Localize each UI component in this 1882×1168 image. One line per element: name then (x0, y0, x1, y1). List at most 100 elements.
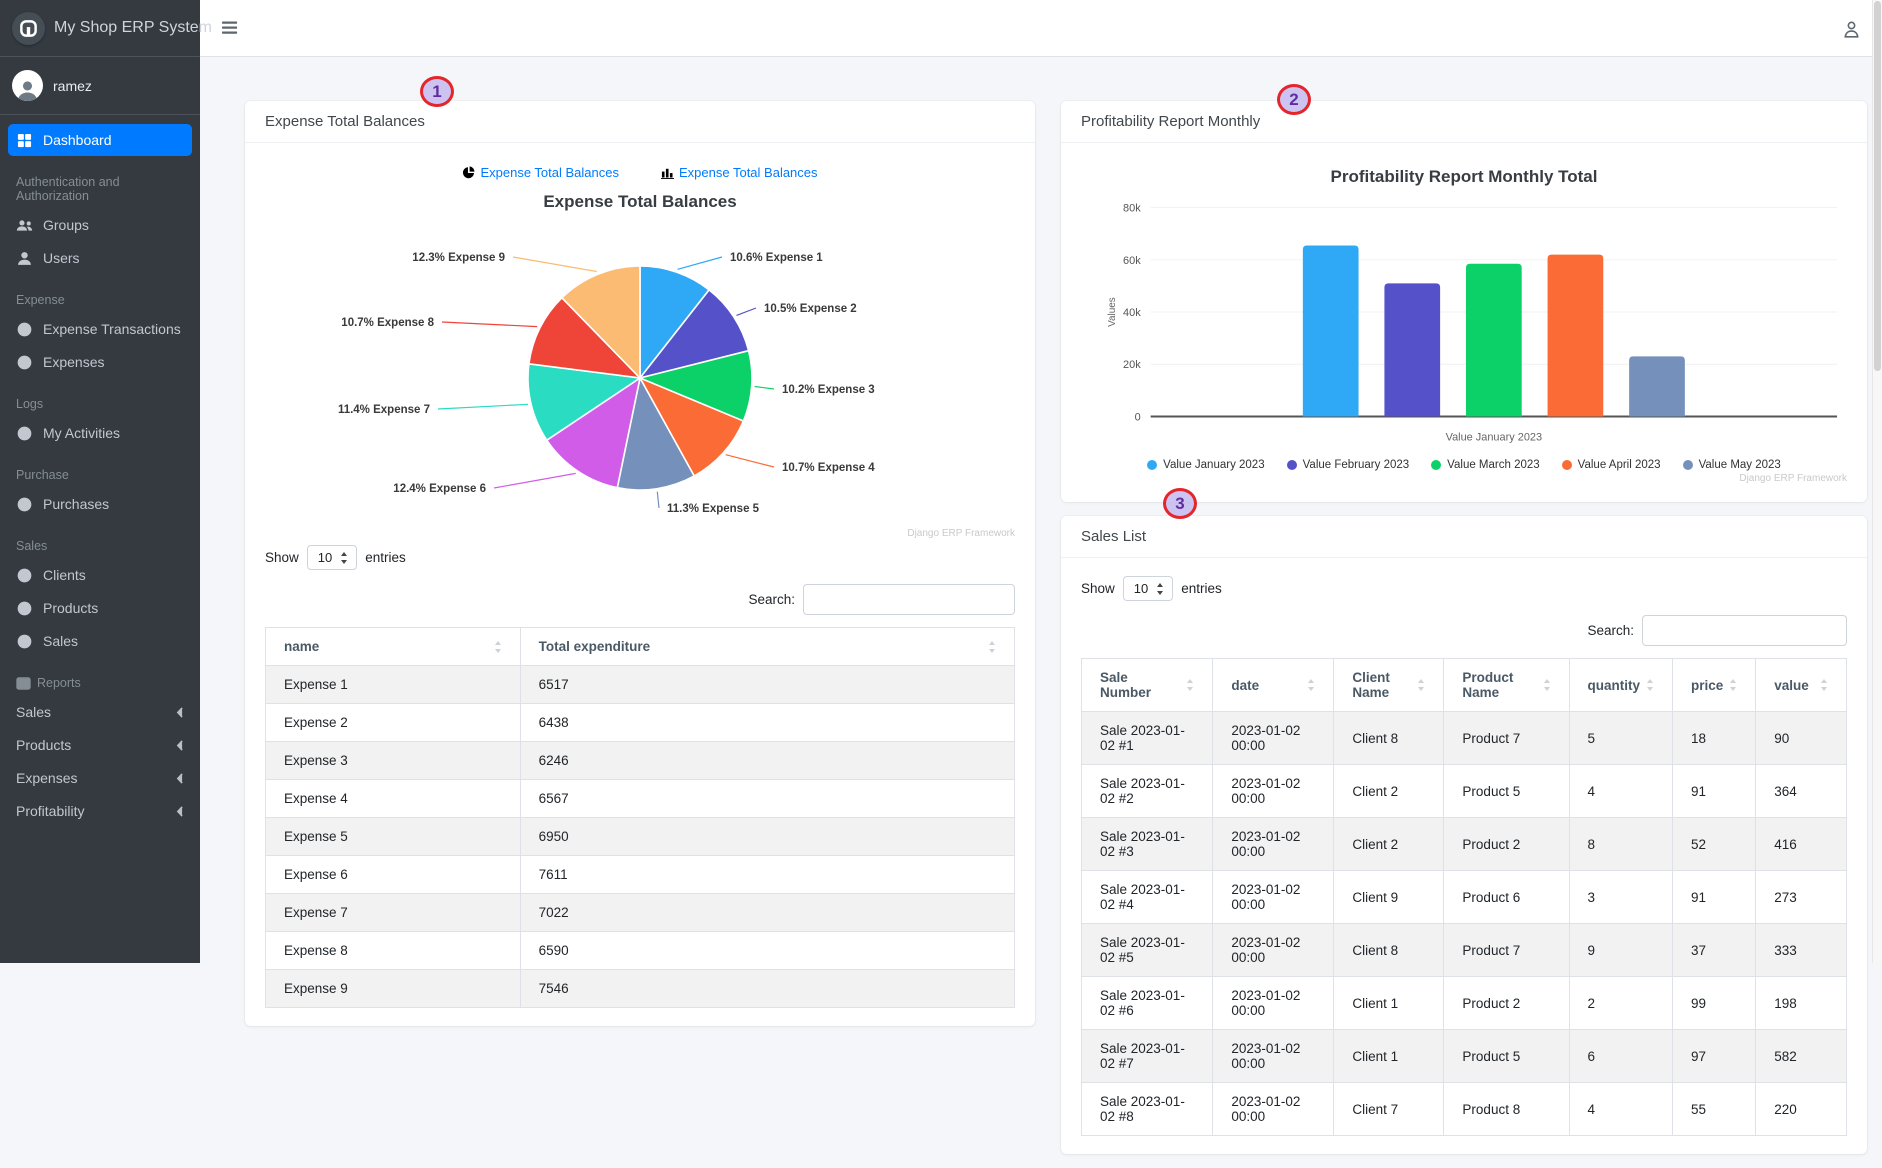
col-header-name[interactable]: name (265, 627, 521, 666)
users-group-icon (16, 218, 33, 233)
table-cell: Expense 7 (265, 893, 521, 932)
pie-slice-expense-4[interactable] (638, 376, 745, 478)
sidebar-item-groups[interactable]: Groups (8, 209, 192, 241)
pie-slice-expense-8[interactable] (528, 296, 643, 380)
table-cell: Sale 2023-01-02 #7 (1080, 1029, 1214, 1083)
pie-slice-expense-9[interactable] (560, 265, 641, 380)
pie-slice-expense-3[interactable] (637, 349, 753, 423)
legend-item-value-march-2023[interactable]: Value March 2023 (1431, 459, 1540, 471)
col-header-sale-number[interactable]: Sale Number (1080, 658, 1214, 712)
pie-slice-expense-7[interactable] (527, 362, 643, 442)
tab-expense-bar-chart[interactable]: Expense Total Balances (661, 165, 818, 180)
search-label: Search: (1587, 623, 1634, 638)
col-header-date[interactable]: date (1212, 658, 1335, 712)
y-tick-label: 0 (1135, 411, 1141, 423)
sidebar-item-sales[interactable]: Sales (8, 625, 192, 657)
table-row: Expense 2 6438 (265, 703, 1016, 742)
legend-dot-icon (1147, 460, 1158, 470)
sidebar-item-label: Profitability (16, 803, 85, 819)
sidebar-item-label: Dashboard (43, 132, 112, 148)
user-panel[interactable]: ramez (0, 57, 200, 115)
pie-slice-label: 11.3% Expense 5 (667, 503, 760, 515)
pie-label-leader (493, 472, 576, 489)
legend-label: Value May 2023 (1698, 459, 1781, 471)
y-tick-label: 40k (1123, 307, 1141, 319)
sort-icon (494, 640, 501, 653)
sidebar-item-expenses[interactable]: Expenses (8, 762, 192, 794)
sidebar-item-products[interactable]: Products (8, 729, 192, 761)
table-row: Expense 7 7022 (265, 893, 1016, 932)
col-header-client-name[interactable]: Client Name (1333, 658, 1445, 712)
chevron-left-icon (176, 706, 184, 718)
sidebar-item-purchases[interactable]: Purchases (8, 488, 192, 520)
legend-item-value-january-2023[interactable]: Value January 2023 (1147, 459, 1265, 471)
sidebar-item-clients[interactable]: Clients (8, 559, 192, 591)
col-header-total-expenditure[interactable]: Total expenditure (519, 627, 1016, 666)
show-label: Show (265, 550, 299, 565)
table-cell: Client 1 (1333, 976, 1445, 1030)
legend-item-value-may-2023[interactable]: Value May 2023 (1682, 459, 1781, 471)
table-cell: Expense 3 (265, 741, 521, 780)
tab-expense-pie-chart[interactable]: Expense Total Balances (462, 165, 619, 180)
sidebar-item-dashboard[interactable]: Dashboard (8, 124, 192, 156)
pie-slice-expense-5[interactable] (616, 375, 696, 491)
page-size-select[interactable]: 10 (1122, 576, 1174, 601)
circle-icon (16, 568, 33, 583)
sidebar-item-my-activities[interactable]: My Activities (8, 417, 192, 449)
page-size-select[interactable]: 10 (306, 545, 358, 570)
legend-label: Value February 2023 (1302, 459, 1410, 471)
legend-item-value-february-2023[interactable]: Value February 2023 (1286, 459, 1410, 471)
table-row: Expense 8 6590 (265, 931, 1016, 970)
table-cell: 55 (1671, 1082, 1757, 1136)
bar-value-february-2023[interactable] (1384, 283, 1441, 417)
bar-value-may-2023[interactable] (1629, 356, 1685, 417)
tab-label: Expense Total Balances (679, 165, 818, 180)
brand[interactable]: My Shop ERP System (0, 0, 212, 57)
sidebar-item-sales[interactable]: Sales (8, 696, 192, 728)
y-tick-label: 20k (1123, 359, 1141, 371)
expense-length-control: Show 10 entries (265, 545, 1015, 570)
table-cell: Product 5 (1443, 764, 1570, 818)
bar-value-april-2023[interactable] (1547, 254, 1604, 417)
pie-label-leader (512, 256, 597, 273)
hamburger-menu-icon[interactable] (222, 21, 239, 36)
chevron-left-icon (176, 772, 184, 784)
user-menu-icon[interactable] (1843, 21, 1860, 38)
pie-label-leader (437, 403, 529, 410)
table-cell: Client 2 (1333, 764, 1445, 818)
sidebar-item-products[interactable]: Products (8, 592, 192, 624)
expense-search-input[interactable] (803, 584, 1015, 615)
pie-slice-expense-6[interactable] (545, 376, 642, 489)
col-header-product-name[interactable]: Product Name (1443, 658, 1570, 712)
annotation-circle-3: 3 (1163, 488, 1197, 519)
pie-slice-expense-2[interactable] (637, 288, 750, 380)
sidebar-item-users[interactable]: Users (8, 242, 192, 274)
table-cell: 91 (1671, 870, 1757, 924)
sort-icon (1308, 679, 1315, 691)
table-cell: 7611 (519, 855, 1016, 894)
brand-text: My Shop ERP System (54, 19, 212, 36)
pie-slice-label: 10.2% Expense 3 (782, 384, 875, 396)
sales-search-input[interactable] (1642, 615, 1847, 646)
sidebar-item-expense-transactions[interactable]: Expense Transactions (8, 313, 192, 345)
col-header-value[interactable]: value (1755, 658, 1847, 712)
chevron-left-icon (176, 739, 184, 751)
profitability-bar-chart: 0 20k 40k 60k 80k Values Value January 2023 (1107, 203, 1838, 443)
legend-item-value-april-2023[interactable]: Value April 2023 (1561, 459, 1661, 471)
col-header-quantity[interactable]: quantity (1568, 658, 1673, 712)
bar-value-january-2023[interactable] (1302, 245, 1359, 417)
app-logo-icon (12, 11, 45, 45)
scrollbar-thumb[interactable] (1874, 1, 1881, 371)
bar-value-march-2023[interactable] (1465, 263, 1522, 417)
sidebar-item-profitability[interactable]: Profitability (8, 795, 192, 827)
table-header-row: name Total expenditure (265, 627, 1016, 666)
table-cell: 9 (1568, 923, 1673, 977)
sidebar-item-expenses[interactable]: Expenses (8, 346, 192, 378)
pie-slice-expense-1[interactable] (639, 265, 711, 381)
x-axis-label: Value January 2023 (1446, 431, 1542, 443)
table-cell: Product 7 (1443, 711, 1570, 765)
sidebar-item-label: Products (16, 737, 72, 753)
table-cell: Sale 2023-01-02 #3 (1080, 817, 1214, 871)
col-header-price[interactable]: price (1671, 658, 1757, 712)
scrollbar[interactable] (1872, 0, 1882, 963)
